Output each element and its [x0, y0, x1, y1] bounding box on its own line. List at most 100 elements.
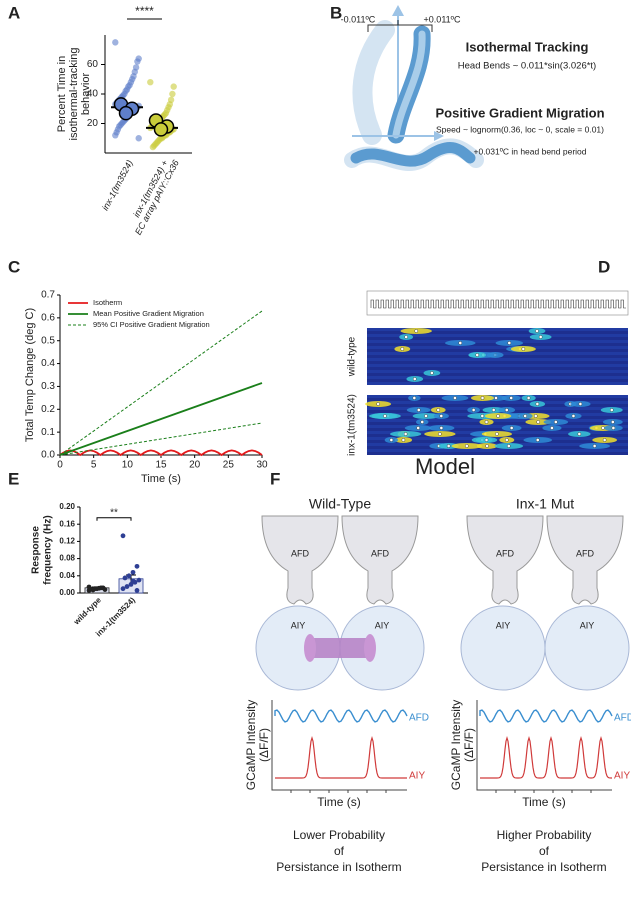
event-marker: [420, 420, 425, 424]
neuron-label: AFD: [371, 548, 390, 558]
caption: of: [334, 844, 345, 858]
aiy-trace: [275, 735, 407, 779]
worm-ghost: [352, 20, 395, 145]
heatmap-row: [367, 328, 628, 331]
afd-neuron: [466, 515, 544, 605]
y-tick-label: 0.16: [59, 519, 75, 528]
heatmap-row: [367, 364, 628, 367]
event-marker: [480, 414, 485, 418]
y-axis-label: GCaMP Intensity: [244, 700, 258, 790]
bracket: [367, 20, 433, 32]
event-marker: [484, 438, 489, 442]
event-marker: [533, 414, 538, 418]
x-tick-label: wild-type: [71, 595, 103, 627]
event-marker: [535, 438, 540, 442]
data-point: [120, 533, 126, 539]
data-point: [86, 588, 92, 593]
event-marker: [401, 438, 406, 442]
event-marker: [535, 402, 540, 406]
line: [59, 382, 263, 456]
y-tick-label: 0.0: [41, 450, 55, 461]
event-marker: [535, 329, 539, 333]
neuron-label: AFD: [291, 548, 310, 558]
data-point: [90, 587, 96, 593]
data-point: [136, 577, 142, 583]
event-marker: [592, 444, 597, 448]
y-tick-label: 0.3: [41, 381, 55, 392]
data-point: [94, 586, 100, 592]
event-marker: [550, 426, 554, 430]
x-tick-label: inx-1(tm3524): [100, 158, 135, 212]
legend-label: Isotherm: [93, 298, 122, 307]
x-tick-label: 5: [91, 460, 97, 471]
gradient-title: Positive Gradient Migration: [435, 105, 604, 120]
data-point: [134, 563, 140, 569]
trace-box: [366, 290, 629, 316]
event-marker: [438, 432, 442, 436]
aiy-neuron: [544, 605, 630, 691]
event-marker: [471, 408, 476, 412]
y-axis-label: behavior: [80, 73, 92, 116]
diagram-b: -0.011ºC +0.011ºC Isothermal Tracking He…: [341, 5, 605, 171]
line: [59, 422, 263, 456]
neuron-label: AIY: [580, 620, 595, 630]
y-tick-label: 0.4: [41, 358, 55, 369]
neuron-label: AIY: [375, 620, 390, 630]
panel-label: E: [8, 469, 19, 488]
event-marker: [416, 426, 420, 430]
x-tick-label: 10: [122, 460, 134, 471]
heatmap-row: [367, 376, 628, 379]
data-point: [169, 90, 176, 98]
temp-label: -0.011ºC: [341, 14, 376, 24]
caption: Persistance in Isotherm: [276, 860, 401, 874]
data-point: [126, 573, 132, 579]
temp-label: +0.011ºC: [424, 14, 461, 24]
model-title: Model: [415, 454, 475, 479]
event-marker: [480, 396, 485, 400]
afd-neuron: [341, 515, 419, 605]
event-marker: [538, 335, 543, 339]
event-marker: [430, 371, 434, 375]
afd-trace: [274, 709, 408, 723]
event-marker: [571, 414, 576, 418]
event-marker: [465, 444, 469, 448]
trace-axes: [271, 700, 407, 791]
neuron-label: AFD: [576, 548, 595, 558]
y-tick-label: 0.1: [41, 427, 55, 438]
event-marker: [400, 347, 405, 351]
event-marker: [404, 335, 408, 339]
trace-label: AIY: [614, 771, 630, 782]
legend-label: 95% CI Positive Gradient Migration: [93, 320, 210, 329]
event-marker: [436, 408, 441, 412]
x-tick-label: 25: [223, 460, 235, 471]
afd-neuron: [546, 515, 624, 605]
gap-junction-end: [364, 634, 376, 662]
event-marker: [475, 353, 480, 357]
event-marker: [554, 420, 558, 424]
event-marker: [609, 408, 614, 412]
x-tick-label: 20: [189, 460, 201, 471]
significance-label: **: [110, 507, 118, 518]
line: [59, 449, 263, 457]
event-marker: [389, 438, 394, 442]
data-point: [130, 578, 136, 584]
data-point: [130, 569, 136, 575]
caption: Lower Probability: [293, 828, 385, 842]
data-point: [112, 39, 119, 46]
heatmap-row: [367, 401, 628, 404]
y-axis-label: frequency (Hz): [43, 515, 54, 584]
replicate-mean: [153, 122, 169, 137]
y-axis-label: Total Temp Change (deg C): [24, 308, 36, 442]
x-tick-label: 30: [256, 460, 268, 471]
trace-label: AFD: [409, 713, 429, 724]
gradient-formula: Speed ~ lognorm(0.36, loc ~ 0, scale = 0…: [436, 124, 604, 134]
caption: Higher Probability: [497, 828, 592, 842]
line: [59, 310, 263, 456]
heatmap-row: [367, 382, 628, 385]
caption: Persistance in Isotherm: [481, 860, 606, 874]
data-point: [170, 83, 177, 90]
y-tick-label: 0.04: [59, 571, 75, 580]
x-axis-label: Time (s): [141, 473, 181, 485]
column-title: Wild-Type: [309, 496, 371, 512]
panel-label: A: [8, 3, 20, 22]
